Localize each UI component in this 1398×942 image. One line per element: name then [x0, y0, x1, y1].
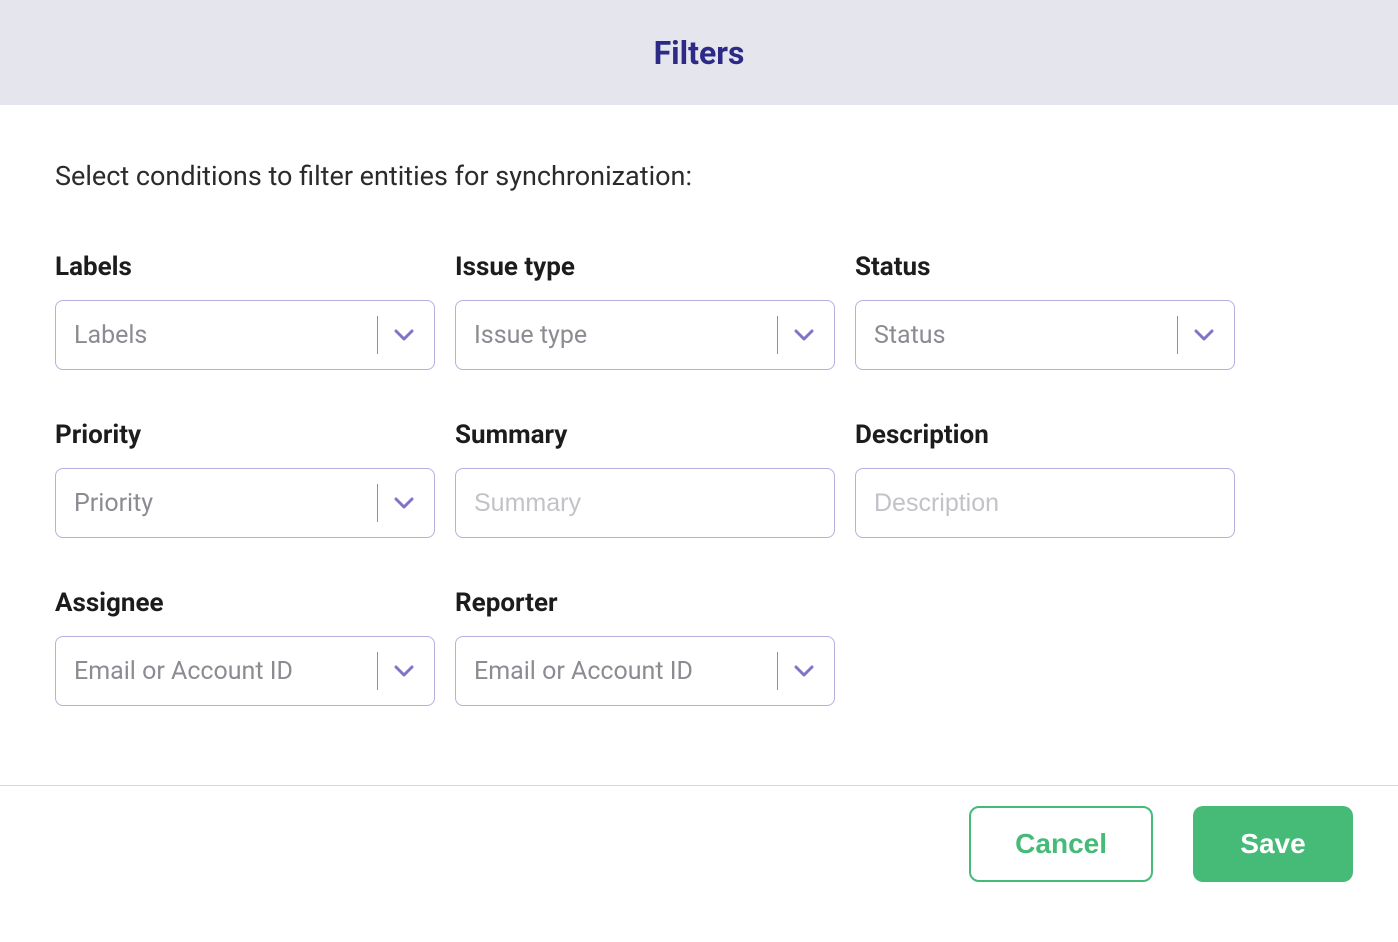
status-dropdown[interactable]: Status [855, 300, 1235, 370]
summary-label: Summary [455, 420, 835, 450]
assignee-placeholder: Email or Account ID [74, 657, 377, 686]
save-button[interactable]: Save [1193, 806, 1353, 882]
labels-label: Labels [55, 252, 435, 282]
dropdown-separator [377, 652, 379, 690]
chevron-down-icon [392, 323, 416, 347]
reporter-placeholder: Email or Account ID [474, 657, 777, 686]
priority-label: Priority [55, 420, 435, 450]
cancel-button[interactable]: Cancel [969, 806, 1153, 882]
dropdown-separator [777, 316, 779, 354]
dialog-title: Filters [654, 34, 745, 72]
reporter-dropdown[interactable]: Email or Account ID [455, 636, 835, 706]
field-group-issue-type: Issue type Issue type [455, 252, 835, 370]
field-group-description: Description [855, 420, 1235, 538]
issue-type-dropdown[interactable]: Issue type [455, 300, 835, 370]
description-label: Description [855, 420, 1235, 450]
assignee-dropdown[interactable]: Email or Account ID [55, 636, 435, 706]
chevron-down-icon [1192, 323, 1216, 347]
priority-placeholder: Priority [74, 489, 377, 518]
dialog-content: Select conditions to filter entities for… [0, 105, 1398, 746]
field-group-summary: Summary [455, 420, 835, 538]
chevron-down-icon [392, 659, 416, 683]
filter-fields-grid: Labels Labels Issue type Issue type [55, 252, 1343, 706]
dialog-header: Filters [0, 0, 1398, 105]
dropdown-separator [777, 652, 779, 690]
dropdown-separator [377, 484, 379, 522]
assignee-label: Assignee [55, 588, 435, 618]
dropdown-separator [1177, 316, 1179, 354]
dialog-footer: Cancel Save [0, 785, 1398, 882]
field-group-labels: Labels Labels [55, 252, 435, 370]
chevron-down-icon [792, 323, 816, 347]
issue-type-label: Issue type [455, 252, 835, 282]
field-group-priority: Priority Priority [55, 420, 435, 538]
description-input[interactable] [855, 468, 1235, 538]
status-label: Status [855, 252, 1235, 282]
status-placeholder: Status [874, 321, 1177, 350]
instructions-text: Select conditions to filter entities for… [55, 160, 1343, 192]
labels-dropdown[interactable]: Labels [55, 300, 435, 370]
priority-dropdown[interactable]: Priority [55, 468, 435, 538]
field-group-reporter: Reporter Email or Account ID [455, 588, 835, 706]
summary-input[interactable] [455, 468, 835, 538]
field-group-status: Status Status [855, 252, 1235, 370]
field-group-assignee: Assignee Email or Account ID [55, 588, 435, 706]
dropdown-separator [377, 316, 379, 354]
reporter-label: Reporter [455, 588, 835, 618]
chevron-down-icon [392, 491, 416, 515]
chevron-down-icon [792, 659, 816, 683]
labels-placeholder: Labels [74, 321, 377, 350]
issue-type-placeholder: Issue type [474, 321, 777, 350]
